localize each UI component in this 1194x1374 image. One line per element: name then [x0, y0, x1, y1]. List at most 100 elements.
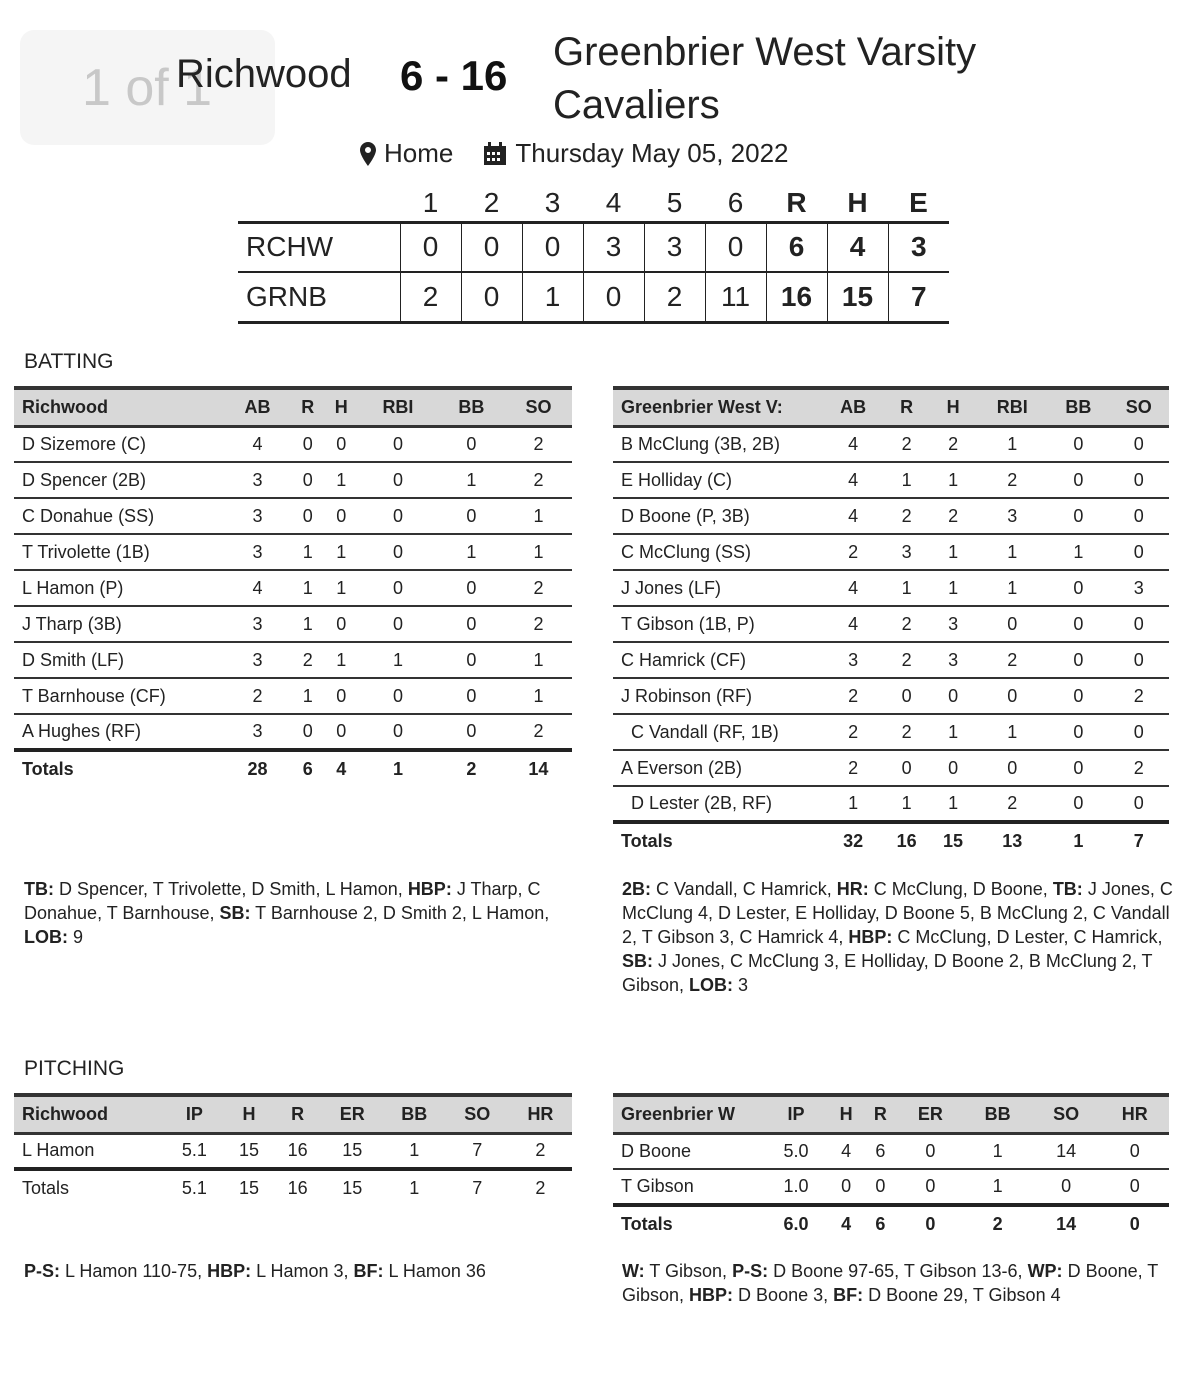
stat-cell: 2 [1108, 678, 1169, 715]
linescore-cell: 0 [582, 272, 644, 322]
total-cell: 1 [409, 1177, 420, 1198]
column-header: AB [224, 386, 291, 428]
player-name: B McClung (3B, 2B) [613, 426, 823, 463]
stat-cell: 0 [929, 678, 977, 715]
note-label: BF: [353, 1261, 384, 1281]
stat-cell: 0 [358, 426, 438, 463]
home-team-name: Greenbrier West Varsity Cavaliers [553, 30, 977, 127]
note-label: TB: [24, 879, 54, 899]
note-text: T Barnhouse 2, D Smith 2, L Hamon, [250, 903, 550, 923]
stat-cell: 3 [976, 498, 1049, 535]
linescore-cell: 3 [887, 220, 949, 272]
stat-cell: 0 [1108, 462, 1169, 499]
stat-cell: 0 [291, 714, 325, 752]
stat-cell: 1 [504, 498, 572, 535]
stat-cell: 1 [883, 570, 930, 607]
stat-cell: 0 [358, 570, 438, 607]
stat-cell: 3 [823, 642, 884, 679]
stat-cell: 0 [897, 1169, 964, 1207]
linescore-corner [238, 186, 400, 222]
stat-cell: 3 [224, 714, 291, 752]
batting-table-home: Greenbrier West V: AB R H RBI BB SO B McClung (… [613, 386, 1169, 858]
stat-cell: 2 [823, 750, 884, 787]
stat-cell: 1 [291, 534, 325, 571]
column-header: H [324, 386, 358, 428]
totals-label: Totals [22, 758, 74, 779]
column-header: HR [508, 1093, 572, 1135]
player-name: D Sizemore (C) [14, 426, 224, 463]
table-row: D Sizemore (C) 4 0 0 0 0 2 [14, 426, 572, 463]
column-header: Greenbrier West V: [613, 386, 823, 428]
pitching-table-away: Richwood IP H R ER BB SO HR L Hamon 5.1 15 16 15 1 7 2 T… [14, 1093, 572, 1205]
total-cell: 4 [841, 1213, 852, 1234]
total-cell: 0 [925, 1213, 936, 1234]
column-header: ER [897, 1093, 964, 1135]
stat-cell: 2 [504, 426, 572, 463]
totals-row: Totals 5.1 15 16 15 1 7 2 [14, 1169, 572, 1205]
table-row: E Holliday (C) 4 1 1 2 0 0 [613, 462, 1169, 499]
stat-cell: 0 [324, 606, 358, 643]
table-row: J Tharp (3B) 3 1 0 0 0 2 [14, 606, 572, 643]
stat-cell: 1.0 [763, 1169, 829, 1207]
column-header: BB [382, 1093, 446, 1135]
total-cell: 2 [992, 1213, 1003, 1234]
stat-cell: 0 [1048, 714, 1109, 751]
player-name: C Donahue (SS) [14, 498, 224, 535]
column-header: HR [1100, 1093, 1169, 1135]
total-cell: 2 [466, 758, 477, 779]
player-name: C Vandall (RF, 1B) [613, 714, 823, 751]
player-name: E Holliday (C) [613, 462, 823, 499]
stat-cell: 0 [1031, 1169, 1101, 1207]
note-label: BF: [833, 1285, 864, 1305]
player-name: D Lester (2B, RF) [613, 786, 823, 824]
stat-cell: 4 [224, 426, 291, 463]
stat-cell: 16 [273, 1133, 322, 1171]
stat-cell: 3 [224, 642, 291, 679]
stat-cell: 0 [437, 642, 505, 679]
note-label: WP: [1027, 1261, 1063, 1281]
away-team-name: Richwood [176, 52, 352, 96]
note-label: HR: [836, 879, 869, 899]
note-label: TB: [1052, 879, 1083, 899]
stat-cell: 0 [863, 1169, 898, 1207]
totals-row: Totals 28 6 4 1 2 14 [14, 750, 572, 786]
stat-cell: 2 [883, 606, 930, 643]
stat-cell: 0 [1048, 570, 1109, 607]
stat-cell: 3 [929, 642, 977, 679]
stat-cell: 3 [929, 606, 977, 643]
linescore-cell: 3 [643, 220, 705, 272]
total-cell: 28 [247, 758, 268, 779]
pitching-notes-away: P-S: L Hamon 110-75, HBP: L Hamon 3, BF:… [24, 1259, 564, 1283]
stat-cell: 15 [224, 1133, 274, 1171]
stat-cell: 2 [823, 534, 884, 571]
stat-cell: 0 [1100, 1169, 1169, 1207]
stat-cell: 0 [1048, 498, 1109, 535]
stat-cell: 3 [224, 462, 291, 499]
table-row: J Jones (LF) 4 1 1 1 0 3 [613, 570, 1169, 607]
stat-cell: 0 [1048, 426, 1109, 463]
stat-cell: 1 [1048, 534, 1109, 571]
stat-cell: 0 [1048, 750, 1109, 787]
stat-cell: 0 [1108, 786, 1169, 824]
column-header: RBI [976, 386, 1049, 428]
stat-cell: 3 [224, 498, 291, 535]
stat-cell: 0 [1048, 606, 1109, 643]
stat-cell: 2 [823, 678, 884, 715]
linescore-header: H [847, 187, 868, 219]
stat-cell: 2 [883, 642, 930, 679]
stat-cell: 0 [976, 678, 1049, 715]
stat-cell: 4 [823, 426, 884, 463]
stat-cell: 2 [823, 714, 884, 751]
player-name: A Hughes (RF) [14, 714, 224, 752]
note-label: SB: [622, 951, 653, 971]
note-label: LOB: [689, 975, 734, 995]
linescore-header: R [786, 187, 807, 219]
totals-label: Totals [621, 830, 673, 851]
total-cell: 14 [1056, 1213, 1077, 1234]
stat-cell: 1 [324, 642, 358, 679]
column-header: SO [504, 386, 572, 428]
linescore-header: 3 [544, 187, 561, 219]
note-text: C Vandall, C Hamrick, [651, 879, 837, 899]
stat-cell: 1 [823, 786, 884, 824]
